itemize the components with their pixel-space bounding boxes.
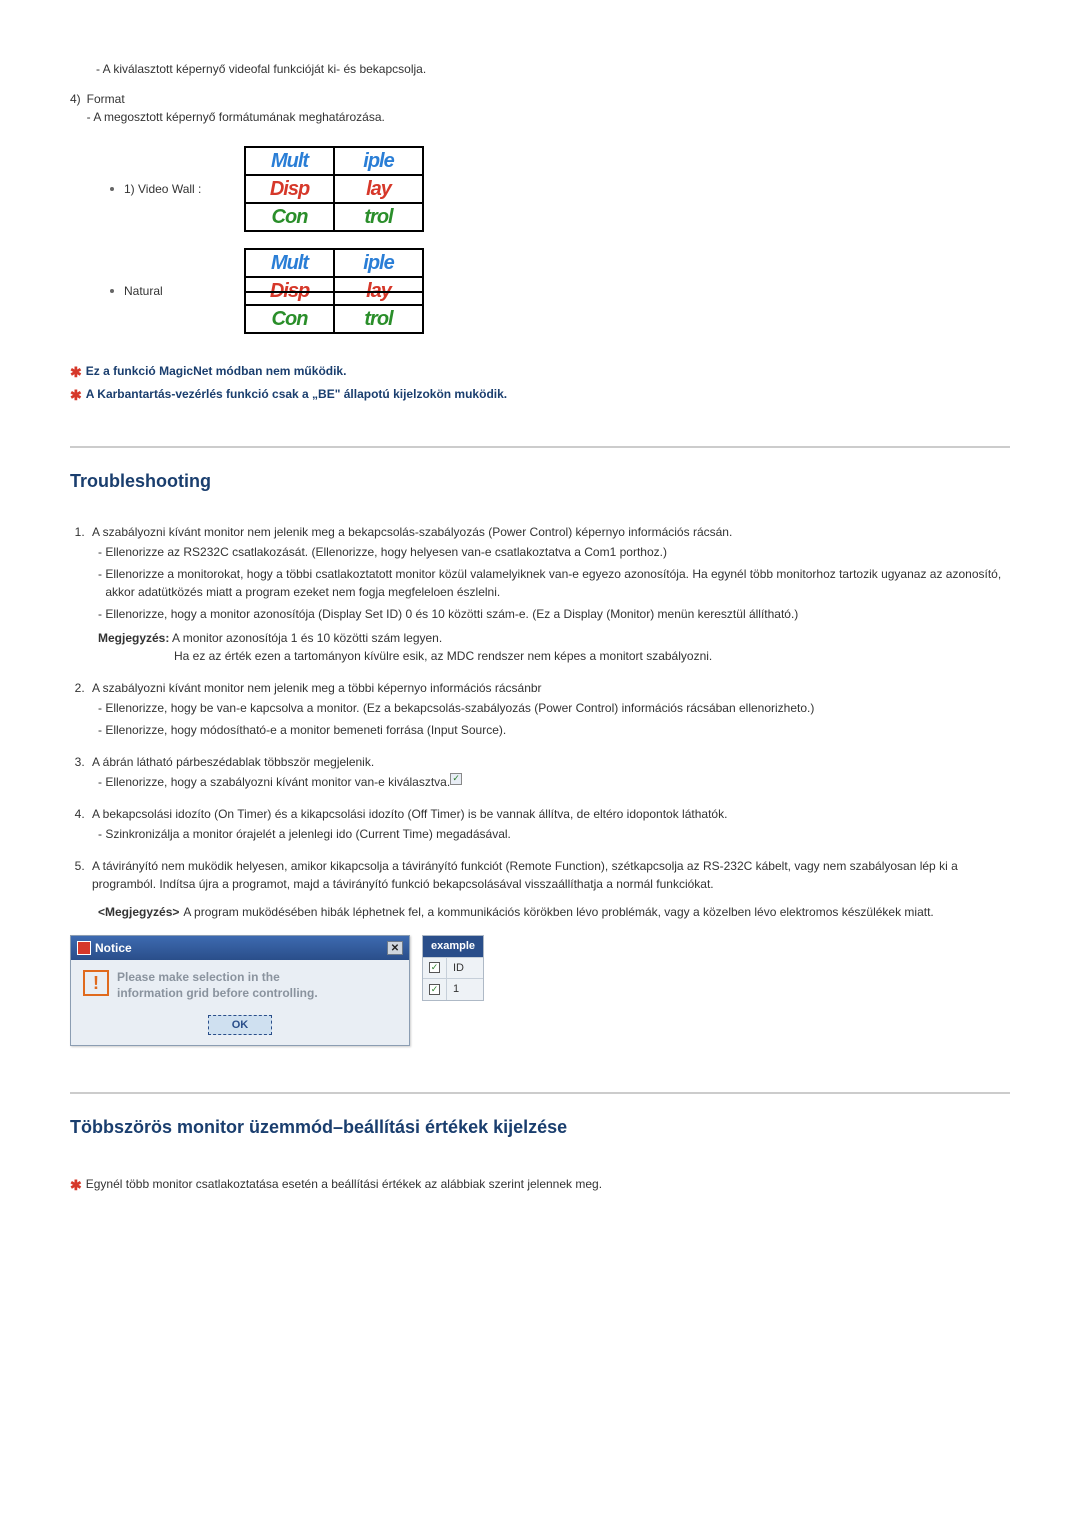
star-icon: ✱ bbox=[70, 385, 82, 406]
multimode-heading: Többszörös monitor üzemmód–beállítási ér… bbox=[70, 1092, 1010, 1141]
star-icon: ✱ bbox=[70, 1175, 82, 1196]
dash-item: Szinkronizálja a monitor órajelét a jele… bbox=[98, 825, 1010, 843]
warning-icon: ! bbox=[83, 970, 109, 996]
trouble-item-5: A távirányító nem muködik helyesen, amik… bbox=[88, 857, 1010, 921]
grid-natural: Mult iple Disp lay Con trol bbox=[244, 248, 424, 334]
intro-section: - A kiválasztott képernyő videofal funkc… bbox=[70, 60, 1010, 126]
grid-section: 1) Video Wall : Mult iple Disp lay Con t… bbox=[70, 146, 1010, 334]
dash-item: Ellenorizze, hogy a szabályozni kívánt m… bbox=[98, 773, 1010, 791]
id-value: 1 bbox=[447, 979, 465, 1000]
trouble-item-2: A szabályozni kívánt monitor nem jelenik… bbox=[88, 679, 1010, 739]
grid-videowall: Mult iple Disp lay Con trol bbox=[244, 146, 424, 232]
videowall-label: 1) Video Wall : bbox=[124, 180, 244, 198]
example-head: example bbox=[423, 936, 483, 957]
item4-desc: - A megosztott képernyő formátumának meg… bbox=[87, 108, 385, 126]
troubleshooting-list: A szabályozni kívánt monitor nem jelenik… bbox=[88, 523, 1010, 921]
intro-line1: - A kiválasztott képernyő videofal funkc… bbox=[96, 60, 1010, 78]
multimode-line1: Egynél több monitor csatlakoztatása eset… bbox=[86, 1175, 602, 1193]
trouble-item-4: A bekapcsolási idozíto (On Timer) és a k… bbox=[88, 805, 1010, 843]
star-notes: ✱Ez a funkció MagicNet módban nem működi… bbox=[70, 362, 1010, 406]
note-label-5: <Megjegyzés> bbox=[98, 903, 179, 921]
dialog-text: Please make selection in the information… bbox=[117, 970, 318, 1001]
star-line1: Ez a funkció MagicNet módban nem működik… bbox=[86, 362, 347, 380]
dialog-body: ! Please make selection in the informati… bbox=[71, 960, 409, 1015]
item4-num: 4) bbox=[70, 90, 81, 126]
star-line2: A Karbantartás-vezérlés funkció csak a „… bbox=[86, 385, 507, 403]
checkbox-inline-icon: ✓ bbox=[450, 773, 462, 785]
close-icon[interactable]: ✕ bbox=[387, 941, 403, 955]
item4-label: Format bbox=[87, 90, 385, 108]
dialog-title: Notice bbox=[95, 939, 132, 957]
natural-row: Natural Mult iple Disp lay Con trol bbox=[110, 248, 1010, 334]
bullet-icon bbox=[110, 187, 114, 191]
note-text1: A monitor azonosítója 1 és 10 közötti sz… bbox=[172, 631, 442, 645]
multimode-star-line: ✱ Egynél több monitor csatlakoztatása es… bbox=[70, 1175, 1010, 1196]
dash-item: Ellenorizze az RS232C csatlakozását. (El… bbox=[98, 543, 1010, 561]
note-text-5: A program muködésében hibák léphetnek fe… bbox=[183, 903, 933, 921]
checkbox-icon: ✓ bbox=[429, 984, 440, 995]
note-text2: Ha ez az érték ezen a tartományon kívülr… bbox=[174, 647, 1010, 665]
trouble-item-1: A szabályozni kívánt monitor nem jelenik… bbox=[88, 523, 1010, 665]
star-icon: ✱ bbox=[70, 362, 82, 383]
dash-item: Ellenorizze a monitorokat, hogy a többi … bbox=[98, 565, 1010, 601]
trouble-item-3: A ábrán látható párbeszédablak többször … bbox=[88, 753, 1010, 791]
dash-item: Ellenorizze, hogy be van-e kapcsolva a m… bbox=[98, 699, 1010, 717]
notice-dialog: Notice ✕ ! Please make selection in the … bbox=[70, 935, 410, 1046]
bullet-icon bbox=[110, 289, 114, 293]
dialog-titlebar: Notice ✕ bbox=[71, 936, 409, 960]
example-box: example ✓ ID ✓ 1 bbox=[422, 935, 484, 1001]
natural-label: Natural bbox=[124, 282, 244, 300]
ok-button[interactable]: OK bbox=[208, 1015, 272, 1035]
note-label: Megjegyzés: bbox=[98, 631, 169, 645]
videowall-row: 1) Video Wall : Mult iple Disp lay Con t… bbox=[110, 146, 1010, 232]
troubleshooting-heading: Troubleshooting bbox=[70, 446, 1010, 495]
dialog-row: Notice ✕ ! Please make selection in the … bbox=[70, 935, 1010, 1046]
checkbox-icon: ✓ bbox=[429, 962, 440, 973]
id-label: ID bbox=[447, 958, 470, 979]
app-icon bbox=[77, 941, 91, 955]
dash-item: Ellenorizze, hogy módosítható-e a monito… bbox=[98, 721, 1010, 739]
dash-item: Ellenorizze, hogy a monitor azonosítója … bbox=[98, 605, 1010, 623]
